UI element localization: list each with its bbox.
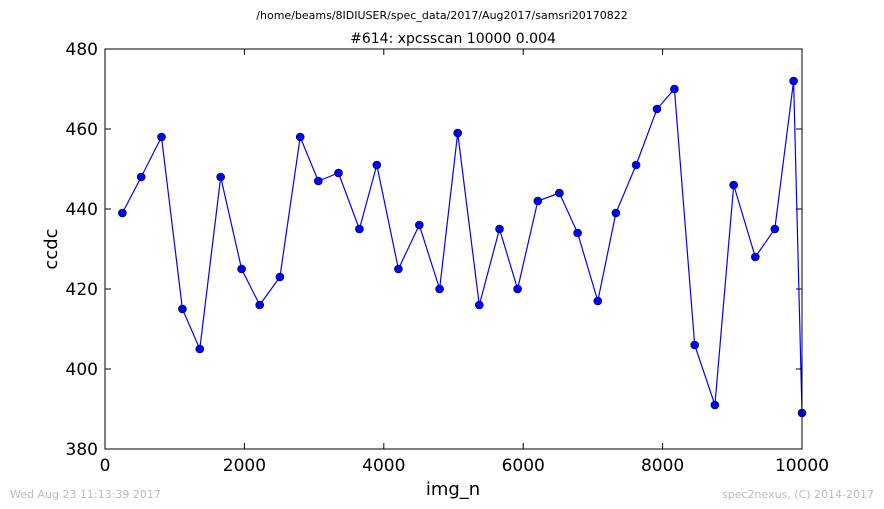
x-tick-label: 6000 — [502, 456, 545, 476]
axes-frame — [104, 48, 803, 450]
data-point — [611, 208, 621, 218]
footer-credit: spec2nexus, (C) 2014-2017 — [722, 488, 874, 501]
footer-timestamp: Wed Aug 23 11:13:39 2017 — [10, 488, 161, 501]
y-tick-label: 420 — [66, 280, 98, 300]
data-point — [652, 104, 662, 114]
data-point — [474, 300, 484, 310]
data-point — [275, 272, 285, 282]
data-point — [729, 180, 739, 190]
data-point — [195, 344, 205, 354]
x-tick-label: 8000 — [641, 456, 684, 476]
x-tick-label: 4000 — [362, 456, 405, 476]
data-point — [789, 76, 798, 86]
x-axis-label: img_n — [426, 479, 480, 500]
data-point — [372, 160, 382, 170]
chart-title: #614: xpcsscan 10000 0.004 — [350, 31, 556, 47]
data-point — [670, 84, 679, 94]
data-point — [555, 188, 564, 198]
data-point — [770, 224, 780, 234]
data-point — [157, 132, 166, 142]
data-point — [593, 296, 603, 306]
x-tick-label: 2000 — [223, 456, 266, 476]
y-tick-label: 460 — [66, 120, 98, 140]
data-point — [295, 132, 305, 142]
y-tick-label: 480 — [66, 40, 98, 60]
plot-area — [118, 76, 807, 418]
data-point — [631, 160, 641, 170]
data-point — [573, 228, 582, 238]
data-point — [136, 172, 146, 182]
data-point — [237, 264, 246, 274]
axis-ticks: 0 2000 4000 6000 8000 10000 380 400 420 440 460 480 — [66, 40, 830, 476]
data-point — [435, 284, 444, 294]
data-point — [513, 284, 522, 294]
x-tick-label: 10000 — [775, 456, 829, 476]
data-point — [414, 220, 424, 230]
data-point — [690, 340, 700, 350]
data-point — [216, 172, 225, 182]
data-point — [495, 224, 504, 234]
data-point — [453, 128, 463, 138]
series-line — [121, 80, 803, 414]
x-tick-label: 0 — [100, 456, 111, 476]
y-tick-label: 400 — [66, 360, 98, 380]
file-path-suptitle: /home/beams/8IDIUSER/spec_data/2017/Aug2… — [256, 9, 628, 22]
data-point — [710, 400, 720, 410]
data-point — [178, 304, 187, 314]
data-point — [533, 196, 543, 206]
y-tick-label: 440 — [66, 200, 98, 220]
y-tick-label: 380 — [66, 440, 98, 460]
data-point — [255, 300, 265, 310]
data-point — [355, 224, 364, 234]
y-axis-label: ccdc — [41, 228, 62, 269]
data-point — [334, 168, 343, 178]
data-point — [750, 252, 760, 262]
data-point — [394, 264, 403, 274]
data-point — [313, 176, 323, 186]
data-point — [118, 208, 127, 218]
